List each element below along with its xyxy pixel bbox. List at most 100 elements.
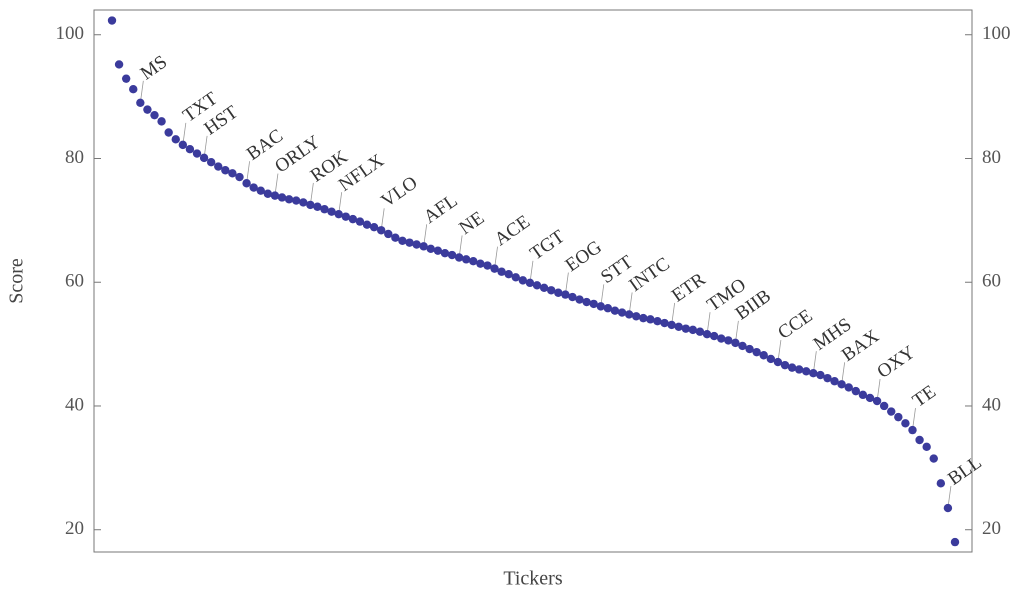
point bbox=[327, 207, 336, 216]
point bbox=[270, 191, 280, 200]
x-tick-label: VLO bbox=[378, 172, 422, 212]
point bbox=[355, 217, 365, 226]
y2-tick-label: 20 bbox=[982, 518, 1001, 539]
point bbox=[504, 269, 513, 279]
point bbox=[561, 290, 570, 299]
point bbox=[256, 186, 265, 195]
point bbox=[178, 140, 188, 150]
point bbox=[334, 209, 343, 219]
x-tick-label: NE bbox=[455, 207, 488, 239]
point bbox=[341, 212, 350, 221]
point bbox=[639, 313, 648, 323]
point bbox=[837, 380, 846, 389]
x-axis-label: Tickers bbox=[503, 568, 562, 590]
point bbox=[766, 354, 776, 364]
point bbox=[150, 110, 159, 120]
point bbox=[724, 336, 733, 345]
point bbox=[667, 320, 676, 330]
point bbox=[617, 308, 627, 317]
point bbox=[702, 330, 712, 339]
point bbox=[660, 318, 669, 328]
y2-tick-label: 100 bbox=[982, 23, 1011, 44]
x-tick-label: ACE bbox=[491, 211, 534, 250]
point bbox=[398, 236, 407, 245]
y2-tick-label: 80 bbox=[982, 147, 1001, 168]
point bbox=[277, 193, 287, 202]
point bbox=[589, 299, 598, 309]
point bbox=[284, 195, 294, 204]
point bbox=[901, 419, 910, 428]
point bbox=[107, 16, 117, 25]
point bbox=[405, 238, 414, 247]
point bbox=[950, 537, 960, 547]
point bbox=[129, 84, 138, 94]
point bbox=[391, 233, 400, 242]
point bbox=[688, 325, 698, 335]
point bbox=[518, 276, 528, 285]
point bbox=[242, 179, 251, 188]
point bbox=[235, 172, 244, 182]
point bbox=[894, 412, 903, 422]
point bbox=[674, 322, 683, 331]
point bbox=[794, 365, 804, 374]
point bbox=[830, 377, 839, 386]
point bbox=[709, 331, 719, 341]
point bbox=[851, 386, 861, 396]
point bbox=[759, 351, 768, 360]
x-tick-label: OXY bbox=[873, 342, 919, 383]
point bbox=[547, 286, 556, 295]
y-tick-label: 100 bbox=[56, 23, 85, 44]
point bbox=[164, 128, 173, 137]
y2-tick-label: 40 bbox=[982, 394, 1001, 415]
point bbox=[738, 341, 747, 351]
point bbox=[908, 425, 917, 435]
point bbox=[299, 198, 308, 207]
point bbox=[695, 327, 705, 336]
point bbox=[185, 145, 195, 154]
point bbox=[809, 368, 818, 378]
point bbox=[462, 255, 471, 264]
x-tick-label: TE bbox=[909, 381, 940, 412]
point bbox=[844, 383, 853, 392]
point bbox=[348, 214, 358, 224]
point bbox=[199, 153, 209, 163]
point bbox=[717, 334, 726, 343]
point bbox=[376, 226, 386, 235]
point bbox=[136, 98, 145, 108]
point bbox=[419, 242, 428, 251]
point bbox=[872, 396, 882, 406]
x-tick-label: MS bbox=[137, 52, 172, 85]
point bbox=[192, 149, 202, 158]
point bbox=[823, 373, 832, 383]
point bbox=[745, 344, 754, 354]
point bbox=[532, 281, 542, 290]
y2-tick-label: 60 bbox=[982, 271, 1001, 292]
point bbox=[525, 278, 535, 288]
point bbox=[369, 222, 379, 232]
point bbox=[362, 220, 372, 229]
point bbox=[915, 435, 924, 445]
point bbox=[291, 196, 301, 205]
point bbox=[263, 189, 273, 198]
point bbox=[221, 166, 230, 175]
point bbox=[497, 267, 506, 276]
point bbox=[802, 367, 811, 376]
point bbox=[787, 363, 797, 372]
point bbox=[206, 158, 216, 167]
point bbox=[214, 162, 223, 171]
y-tick-label: 20 bbox=[65, 518, 84, 539]
point bbox=[454, 253, 464, 262]
point bbox=[412, 240, 421, 249]
point bbox=[469, 257, 478, 266]
x-tick-label: BLL bbox=[944, 452, 985, 490]
point bbox=[490, 264, 499, 273]
point bbox=[653, 317, 662, 326]
y-axis-label: Score bbox=[6, 258, 28, 304]
point bbox=[249, 183, 258, 192]
point bbox=[731, 338, 740, 348]
point bbox=[384, 229, 393, 239]
y-tick-label: 60 bbox=[65, 271, 84, 292]
point bbox=[483, 261, 492, 270]
point bbox=[426, 244, 435, 254]
